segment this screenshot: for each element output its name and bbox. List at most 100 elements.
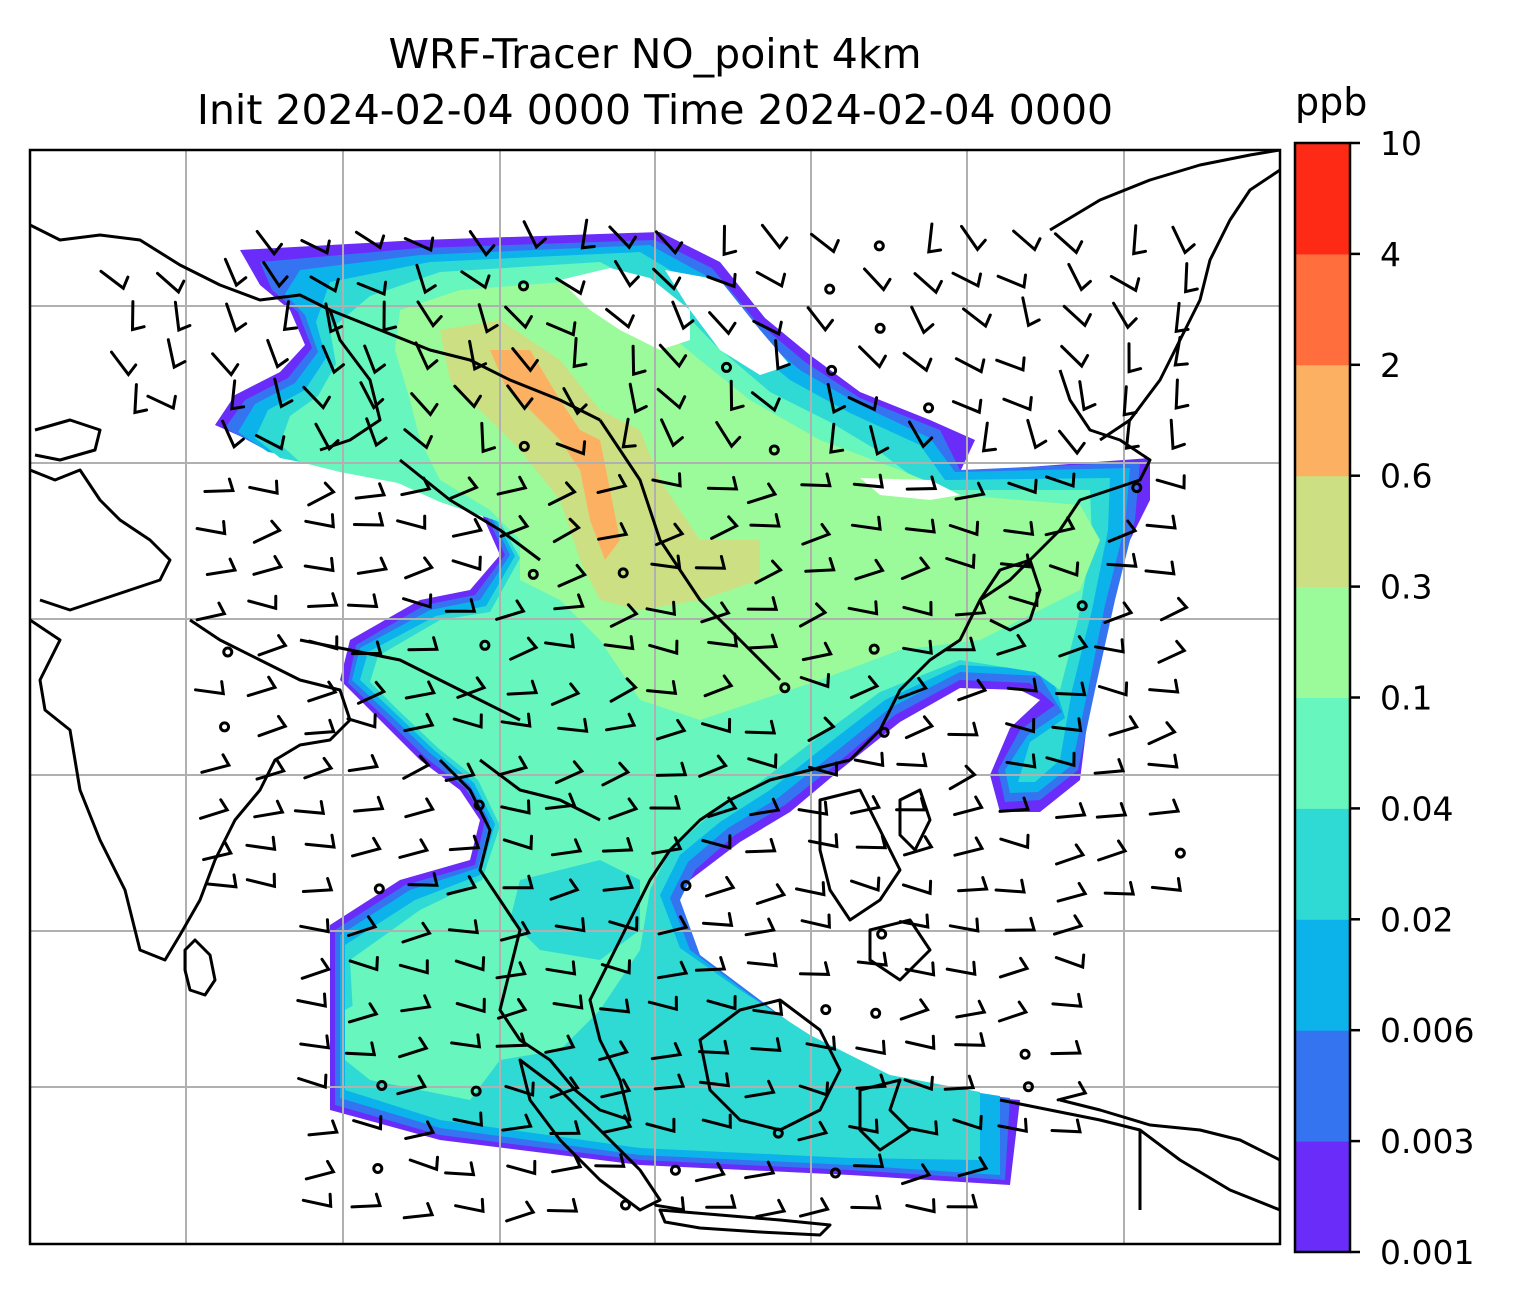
wind-barb xyxy=(601,1114,633,1134)
wind-barb xyxy=(477,303,499,334)
wind-barb xyxy=(351,640,383,656)
wind-barb xyxy=(356,280,388,297)
wind-barb xyxy=(1184,262,1199,294)
wind-barb xyxy=(648,639,679,656)
colorbar-segment xyxy=(1295,253,1350,366)
wind-barb xyxy=(1124,418,1140,450)
wind-barb xyxy=(454,956,486,972)
wind-barb xyxy=(1094,638,1125,654)
wind-barb xyxy=(869,425,890,457)
wind-barb xyxy=(1062,304,1092,328)
wind-barb xyxy=(645,600,677,617)
wind-barb xyxy=(596,473,628,494)
wind-barb xyxy=(553,593,585,611)
wind-barb xyxy=(855,1039,886,1056)
wind-barb xyxy=(544,1034,576,1054)
wind-barb xyxy=(407,872,439,887)
wind-barb xyxy=(299,918,330,934)
wind-barb xyxy=(829,422,845,454)
wind-barb-calm xyxy=(870,1007,882,1019)
wind-barb-calm xyxy=(824,283,836,295)
wind-barb xyxy=(511,347,539,373)
wind-barb-calm xyxy=(820,1004,832,1016)
wind-barb xyxy=(206,873,238,889)
wind-barb xyxy=(609,677,638,703)
wind-barb xyxy=(499,515,530,538)
wind-barb xyxy=(656,387,687,410)
wind-barb xyxy=(221,419,245,450)
wind-barb xyxy=(545,960,577,976)
colorbar-segment xyxy=(1295,475,1350,588)
coastlines xyxy=(30,150,1280,1237)
wind-barb xyxy=(447,919,479,935)
wind-barb xyxy=(797,800,829,816)
wind-barb xyxy=(605,712,637,732)
wind-barb xyxy=(352,1115,383,1131)
wind-barb xyxy=(799,1197,830,1218)
wind-barb-calm xyxy=(772,1127,784,1139)
wind-barb xyxy=(707,632,739,648)
colorbar: 0.001 0.003 0.006 0.02 0.04 0.1 0.3 0.6 2 4 10 xyxy=(1293,124,1474,1272)
wind-barb xyxy=(1103,880,1136,896)
wind-barb xyxy=(701,834,732,850)
wind-barb xyxy=(1045,751,1076,768)
wind-barb xyxy=(598,1040,629,1062)
wind-barb xyxy=(895,796,927,812)
colorbar-tick-label: 4 xyxy=(1380,235,1401,274)
wind-barb xyxy=(755,270,787,289)
wind-barb xyxy=(402,1202,435,1220)
wind-barb-calm xyxy=(1022,1081,1034,1093)
wind-barb xyxy=(1056,1081,1088,1102)
wind-barb xyxy=(347,1002,379,1024)
wind-barb xyxy=(501,1113,533,1132)
wind-barb xyxy=(398,838,430,859)
wind-barb xyxy=(1097,839,1128,862)
wind-barb xyxy=(194,680,226,696)
wind-barb xyxy=(654,230,684,256)
wind-barb xyxy=(706,272,737,289)
wind-barb xyxy=(927,222,943,254)
wind-barb xyxy=(806,306,834,333)
coastline-new-guinea xyxy=(999,1098,1280,1212)
wind-barb xyxy=(203,477,235,493)
wind-barb xyxy=(954,481,986,501)
wind-barb xyxy=(500,712,532,728)
wind-barb xyxy=(798,961,831,976)
wind-barb xyxy=(296,992,327,1008)
wind-barb xyxy=(495,599,526,621)
wind-barb xyxy=(850,876,881,893)
wind-barb xyxy=(948,917,980,933)
wind-barb xyxy=(402,593,433,609)
wind-barb xyxy=(321,344,345,375)
wind-barb xyxy=(495,1032,528,1048)
wind-barb xyxy=(703,674,734,698)
wind-barb xyxy=(245,835,277,851)
map-title-line1: WRF-Tracer NO_point 4km xyxy=(388,30,922,78)
wind-barb xyxy=(654,522,685,547)
wind-barb xyxy=(404,1120,436,1140)
wind-barb xyxy=(1053,232,1084,255)
wind-barb xyxy=(898,913,930,929)
wind-barb-calm xyxy=(518,280,530,292)
wind-barb xyxy=(960,224,987,252)
wind-barb xyxy=(746,633,779,650)
wind-barb xyxy=(905,1034,936,1051)
wind-barb xyxy=(698,1039,730,1055)
wind-barb xyxy=(1108,715,1140,737)
wind-barb xyxy=(948,764,977,791)
wind-barb xyxy=(847,600,879,616)
wind-barb xyxy=(554,917,586,933)
coastline-central-asia xyxy=(30,223,382,452)
wind-barb xyxy=(852,473,885,489)
wind-barb xyxy=(1106,552,1138,568)
wind-barb xyxy=(903,1075,934,1092)
wind-barb xyxy=(502,874,534,890)
wind-barb xyxy=(1004,916,1037,932)
wind-barb xyxy=(1053,914,1084,936)
wind-barb xyxy=(551,1154,583,1174)
colorbar-segment xyxy=(1295,364,1350,477)
wind-barb-calm xyxy=(527,568,539,580)
wind-barb xyxy=(580,218,596,250)
colorbar-segment xyxy=(1295,1141,1350,1253)
wind-barb xyxy=(408,1155,439,1172)
